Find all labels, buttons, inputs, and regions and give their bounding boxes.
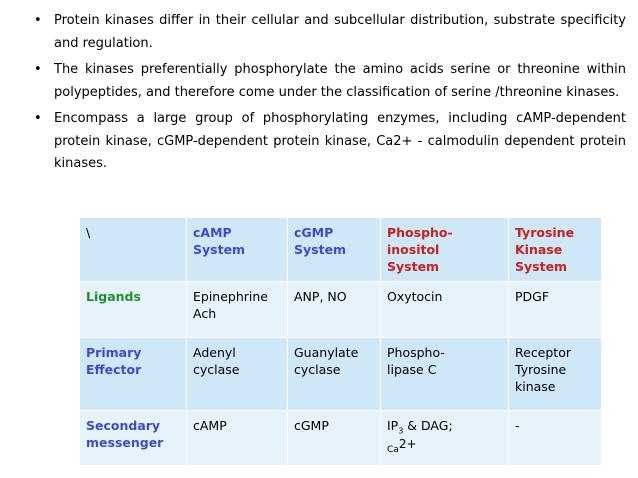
header-line: inositol (387, 242, 440, 257)
cell-line: lipase C (387, 362, 437, 377)
header-line: System (515, 259, 568, 274)
ca-superscript: 2+ (398, 436, 417, 451)
header-line: System (193, 242, 246, 257)
cell-line: cGMP (294, 418, 329, 433)
table-cell: IP3 & DAG; Ca2+ (380, 410, 509, 466)
table-cell: Receptor Tyrosine kinase (508, 337, 602, 411)
cell-line: PDGF (515, 289, 550, 304)
cell-line: cyclase (294, 362, 341, 377)
row-label-text: messenger (86, 435, 164, 450)
header-phosphoinositol: Phospho- inositol System (380, 217, 509, 282)
bullet-text: Protein kinases differ in their cellular… (54, 13, 626, 51)
table-cell: ANP, NO (287, 281, 381, 338)
header-tyrosine-kinase: Tyrosine Kinase System (508, 217, 602, 282)
table-cell: Adenyl cyclase (186, 337, 288, 411)
cell-line: Guanylate (294, 345, 359, 360)
header-camp: cAMP System (186, 217, 288, 282)
cell-line: Receptor (515, 345, 571, 360)
cell-line: cyclase (193, 362, 240, 377)
bullet-dot: • (34, 13, 42, 28)
corner-mark: \ (86, 225, 91, 240)
cell-line: Adenyl (193, 345, 236, 360)
table-row: Secondary messenger cAMP cGMP IP3 & DAG;… (79, 410, 602, 466)
bullet-item: • The kinases preferentially phosphoryla… (34, 59, 626, 104)
corner-cell: \ (79, 217, 187, 282)
table-cell: Oxytocin (380, 281, 509, 338)
header-line: System (294, 242, 347, 257)
table-cell: - (508, 410, 602, 466)
table-row: Ligands Epinephrine Ach ANP, NO Oxytocin… (79, 281, 602, 338)
table-cell: cGMP (287, 410, 381, 466)
cell-line: Oxytocin (387, 289, 443, 304)
ip-rest-text: & DAG; (403, 418, 453, 433)
table-row: Primary Effector Adenyl cyclase Guanylat… (79, 337, 602, 411)
signaling-systems-table: \ cAMP System cGMP System Phospho- inosi… (79, 217, 602, 466)
cell-line: Tyrosine (515, 362, 567, 377)
row-label-ligands: Ligands (79, 281, 187, 338)
row-label-text: Secondary (86, 418, 161, 433)
row-label-text: Effector (86, 362, 142, 377)
table-cell: Guanylate cyclase (287, 337, 381, 411)
table-header-row: \ cAMP System cGMP System Phospho- inosi… (79, 217, 602, 282)
cell-line: cAMP (193, 418, 227, 433)
header-line: Kinase (515, 242, 563, 257)
row-label-primary-effector: Primary Effector (79, 337, 187, 411)
table-cell: PDGF (508, 281, 602, 338)
cell-line: Ca2+ (387, 436, 502, 459)
table-cell: cAMP (186, 410, 288, 466)
row-label-secondary-messenger: Secondary messenger (79, 410, 187, 466)
row-label-text: Ligands (86, 289, 141, 304)
cell-line: ANP, NO (294, 289, 347, 304)
bullet-text: The kinases preferentially phosphorylate… (54, 62, 626, 100)
bullet-text: Encompass a large group of phosphorylati… (54, 111, 626, 171)
row-label-text: Primary (86, 345, 142, 360)
cell-line: kinase (515, 379, 556, 394)
header-line: cAMP (193, 225, 232, 240)
table-cell: Epinephrine Ach (186, 281, 288, 338)
cell-line: IP3 & DAG; (387, 417, 502, 440)
header-cgmp: cGMP System (287, 217, 381, 282)
cell-line: Epinephrine (193, 289, 268, 304)
table-cell: Phospho- lipase C (380, 337, 509, 411)
header-line: System (387, 259, 440, 274)
bullet-list: • Protein kinases differ in their cellul… (34, 10, 626, 176)
bullet-item: • Encompass a large group of phosphoryla… (34, 108, 626, 176)
ca-text: Ca (387, 444, 399, 455)
ip-text: IP (387, 418, 399, 433)
header-line: Tyrosine (515, 225, 575, 240)
header-line: Phospho- (387, 225, 453, 240)
bullet-dot: • (34, 111, 42, 126)
cell-line: Ach (193, 306, 217, 321)
cell-line: Phospho- (387, 345, 445, 360)
header-line: cGMP (294, 225, 334, 240)
bullet-dot: • (34, 62, 42, 77)
cell-line: - (515, 418, 520, 433)
bullet-item: • Protein kinases differ in their cellul… (34, 10, 626, 55)
ip-subscript: 3 (398, 426, 404, 436)
